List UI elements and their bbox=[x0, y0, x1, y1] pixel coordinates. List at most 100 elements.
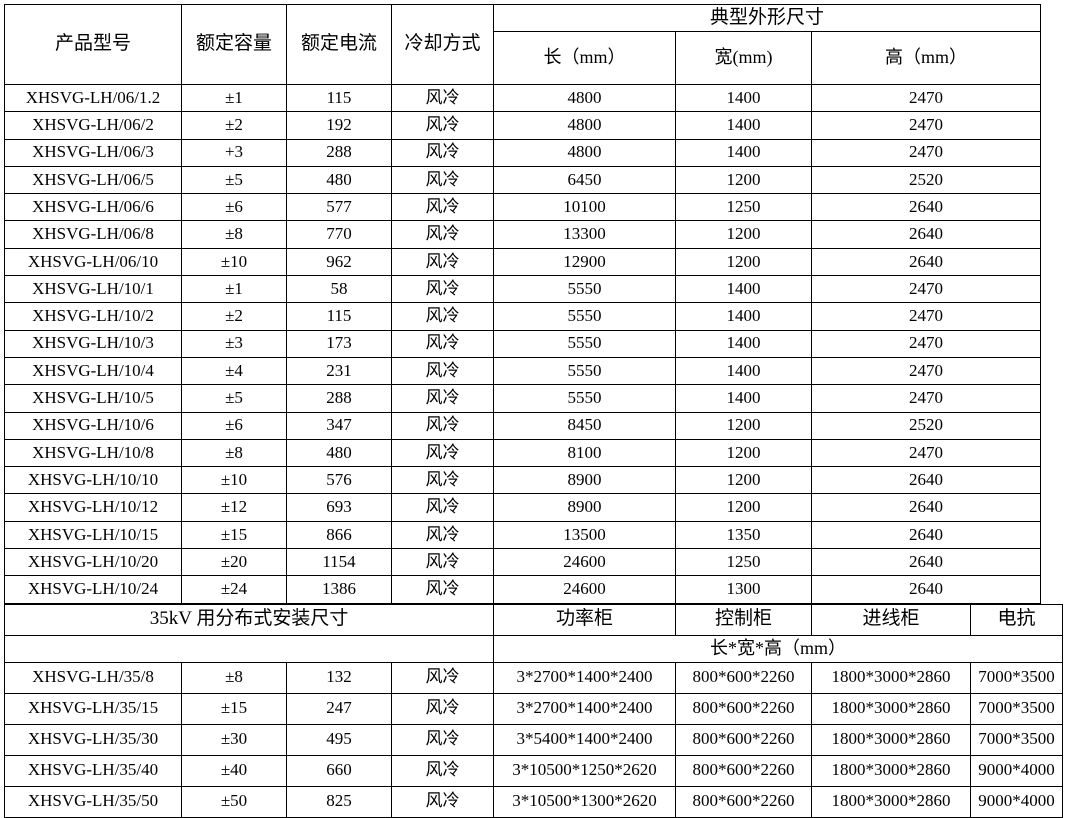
cell-control-cabinet: 800*600*2260 bbox=[675, 785, 813, 818]
cell-length: 13300 bbox=[493, 220, 676, 249]
cell-height: 2640 bbox=[811, 466, 1041, 495]
cell-current: 115 bbox=[286, 83, 392, 113]
cell-reactor: 9000*4000 bbox=[970, 754, 1064, 787]
cell-capacity: ±20 bbox=[181, 548, 287, 577]
cell-capacity: ±15 bbox=[181, 692, 287, 725]
cell-width: 1250 bbox=[675, 548, 812, 577]
cell-width: 1200 bbox=[675, 493, 812, 522]
cell-capacity: ±2 bbox=[181, 302, 287, 331]
table-row: XHSVG-LH/06/6 ±6 577 风冷 10100 1250 2640 bbox=[4, 193, 1041, 222]
cell-height: 2640 bbox=[811, 247, 1041, 277]
cell-height: 2470 bbox=[811, 111, 1041, 140]
table-row: XHSVG-LH/10/8 ±8 480 风冷 8100 1200 2470 bbox=[4, 438, 1041, 468]
table-row: XHSVG-LH/10/6 ±6 347 风冷 8450 1200 2520 bbox=[4, 411, 1041, 440]
table-row: XHSVG-LH/35/40 ±40 660 风冷 3*10500*1250*2620 8… bbox=[4, 754, 1064, 787]
cell-current: 480 bbox=[286, 438, 392, 468]
cell-model: XHSVG-LH/06/10 bbox=[4, 247, 182, 277]
cell-cooling: 风冷 bbox=[391, 111, 494, 140]
table-row: XHSVG-LH/06/2 ±2 192 风冷 4800 1400 2470 bbox=[4, 111, 1041, 140]
cell-width: 1400 bbox=[675, 384, 812, 413]
cell-current: 231 bbox=[286, 356, 392, 386]
cell-capacity: +3 bbox=[181, 138, 287, 167]
cell-height: 2640 bbox=[811, 193, 1041, 222]
cell-current: 1386 bbox=[286, 575, 392, 604]
cell-current: 247 bbox=[286, 692, 392, 725]
cell-cooling: 风冷 bbox=[391, 466, 494, 495]
cell-length: 5550 bbox=[493, 329, 676, 358]
table-row: XHSVG-LH/06/10 ±10 962 风冷 12900 1200 2640 bbox=[4, 247, 1041, 277]
cell-reactor: 9000*4000 bbox=[970, 785, 1064, 818]
cell-length: 24600 bbox=[493, 548, 676, 577]
column-header-model: 产品型号 bbox=[4, 4, 182, 85]
cell-capacity: ±12 bbox=[181, 493, 287, 522]
cell-length: 5550 bbox=[493, 356, 676, 386]
cell-control-cabinet: 800*600*2260 bbox=[675, 723, 813, 756]
cell-current: 288 bbox=[286, 384, 392, 413]
cell-reactor: 7000*3500 bbox=[970, 692, 1064, 725]
cell-cooling: 风冷 bbox=[391, 302, 494, 331]
table-row: XHSVG-LH/35/8 ±8 132 风冷 3*2700*1400*2400 800*… bbox=[4, 661, 1064, 694]
column-header-length: 长（mm） bbox=[493, 31, 676, 85]
cell-current: 347 bbox=[286, 411, 392, 440]
cell-current: 962 bbox=[286, 247, 392, 277]
cell-height: 2640 bbox=[811, 493, 1041, 522]
cell-capacity: ±5 bbox=[181, 165, 287, 195]
cell-height: 2470 bbox=[811, 329, 1041, 358]
table-row: XHSVG-LH/10/3 ±3 173 风冷 5550 1400 2470 bbox=[4, 329, 1041, 358]
cell-model: XHSVG-LH/35/30 bbox=[4, 723, 182, 756]
column-header-current: 额定电流 bbox=[286, 4, 392, 85]
cell-width: 1200 bbox=[675, 438, 812, 468]
cell-capacity: ±5 bbox=[181, 384, 287, 413]
column-header-reactor: 电抗 bbox=[970, 603, 1064, 636]
cell-control-cabinet: 800*600*2260 bbox=[675, 754, 813, 787]
cell-cooling: 风冷 bbox=[391, 138, 494, 167]
cell-length: 8900 bbox=[493, 466, 676, 495]
cell-current: 480 bbox=[286, 165, 392, 195]
cell-length: 8450 bbox=[493, 411, 676, 440]
cell-model: XHSVG-LH/10/8 bbox=[4, 438, 182, 468]
header-row-group: 产品型号 额定容量 额定电流 冷却方式 典型外形尺寸 bbox=[4, 4, 1041, 85]
cell-cooling: 风冷 bbox=[391, 384, 494, 413]
cell-model: XHSVG-LH/06/2 bbox=[4, 111, 182, 140]
table-row: XHSVG-LH/06/3 +3 288 风冷 4800 1400 2470 bbox=[4, 138, 1041, 167]
cell-current: 115 bbox=[286, 302, 392, 331]
column-header-control-cabinet: 控制柜 bbox=[675, 603, 813, 636]
table-row: XHSVG-LH/06/1.2 ±1 115 风冷 4800 1400 2470 bbox=[4, 83, 1041, 113]
cell-capacity: ±15 bbox=[181, 520, 287, 550]
cell-control-cabinet: 800*600*2260 bbox=[675, 661, 813, 694]
cell-length: 24600 bbox=[493, 575, 676, 604]
cell-model: XHSVG-LH/10/4 bbox=[4, 356, 182, 386]
cell-length: 5550 bbox=[493, 302, 676, 331]
cell-model: XHSVG-LH/10/2 bbox=[4, 302, 182, 331]
cell-cooling: 风冷 bbox=[391, 247, 494, 277]
cell-capacity: ±4 bbox=[181, 356, 287, 386]
table-body: XHSVG-LH/06/1.2 ±1 115 风冷 4800 1400 2470 XHSVG-… bbox=[4, 83, 1041, 604]
section-title-row: 35kV 用分布式安装尺寸 功率柜 控制柜 进线柜 电抗 bbox=[3, 603, 1064, 636]
table-row: XHSVG-LH/10/4 ±4 231 风冷 5550 1400 2470 bbox=[4, 356, 1041, 386]
cell-reactor: 7000*3500 bbox=[970, 723, 1064, 756]
cell-model: XHSVG-LH/10/12 bbox=[4, 493, 182, 522]
cell-current: 192 bbox=[286, 111, 392, 140]
cell-length: 5550 bbox=[493, 384, 676, 413]
cell-model: XHSVG-LH/35/40 bbox=[4, 754, 182, 787]
cell-model: XHSVG-LH/06/8 bbox=[4, 220, 182, 249]
cell-capacity: ±1 bbox=[181, 275, 287, 304]
cell-current: 173 bbox=[286, 329, 392, 358]
column-header-capacity: 额定容量 bbox=[181, 4, 287, 85]
cell-cooling: 风冷 bbox=[391, 83, 494, 113]
column-header-height: 高（mm） bbox=[811, 31, 1041, 85]
cell-current: 1154 bbox=[286, 548, 392, 577]
cell-capacity: ±10 bbox=[181, 247, 287, 277]
cell-width: 1200 bbox=[675, 220, 812, 249]
cell-cooling: 风冷 bbox=[391, 356, 494, 386]
table-row: XHSVG-LH/06/5 ±5 480 风冷 6450 1200 2520 bbox=[4, 165, 1041, 195]
cell-cooling: 风冷 bbox=[391, 493, 494, 522]
cell-height: 2470 bbox=[811, 83, 1041, 113]
cell-current: 495 bbox=[286, 723, 392, 756]
column-header-cooling: 冷却方式 bbox=[391, 4, 494, 85]
cell-capacity: ±8 bbox=[181, 438, 287, 468]
cell-width: 1350 bbox=[675, 520, 812, 550]
table-row: XHSVG-LH/10/5 ±5 288 风冷 5550 1400 2470 bbox=[4, 384, 1041, 413]
cell-width: 1200 bbox=[675, 411, 812, 440]
spec-sheet: 产品型号 额定容量 额定电流 冷却方式 典型外形尺寸 长（mm） 宽(mm) 高… bbox=[3, 4, 1064, 818]
